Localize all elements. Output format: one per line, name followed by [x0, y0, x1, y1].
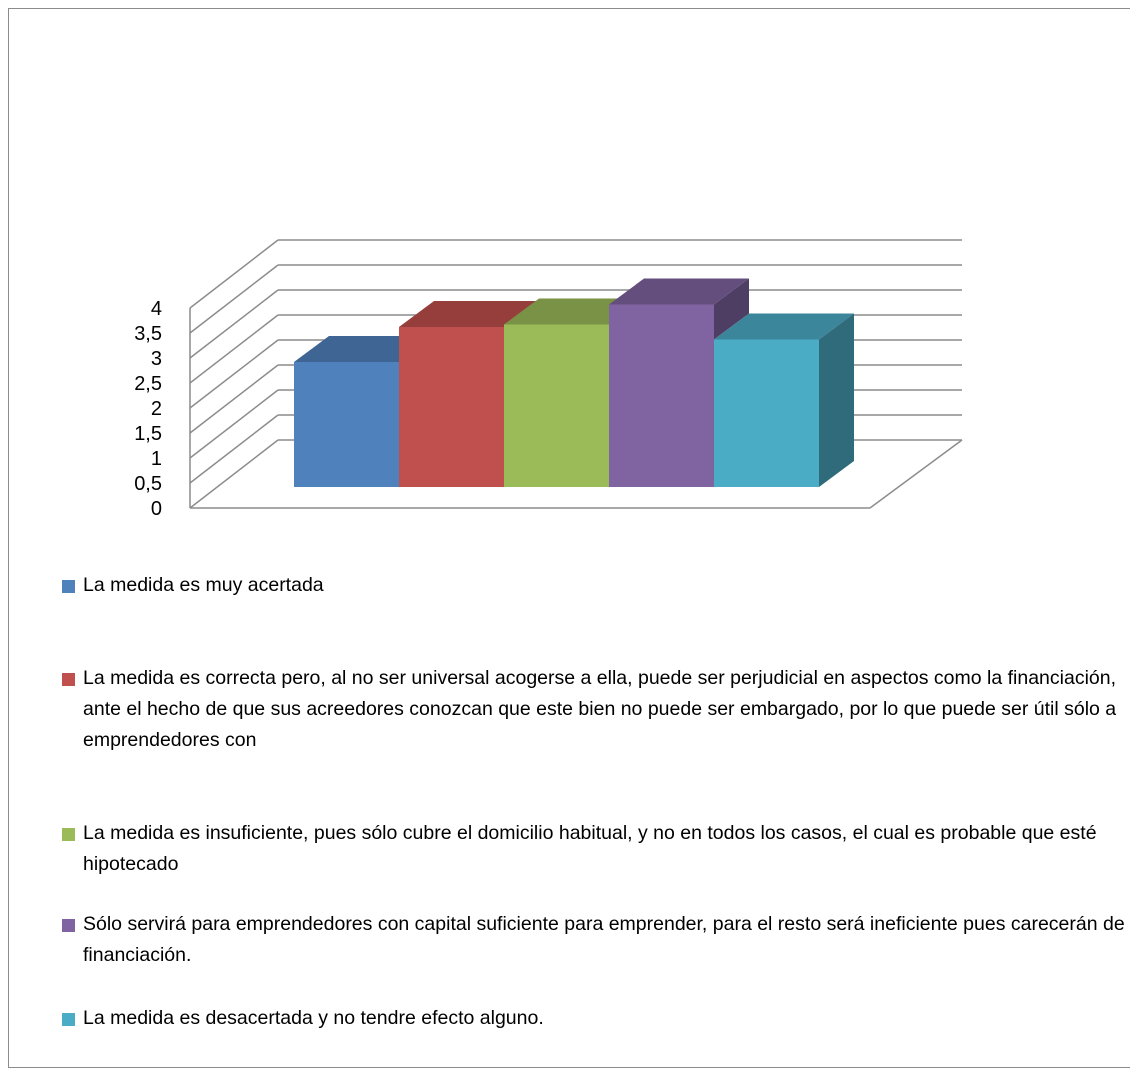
gridline-diagonal — [189, 264, 279, 334]
bar-front — [504, 324, 609, 487]
bar-top — [399, 301, 539, 327]
legend-swatch — [62, 1013, 75, 1026]
bar-top — [609, 278, 749, 305]
gridline-diagonal — [189, 414, 279, 484]
gridline-diagonal — [189, 364, 279, 434]
legend-label: La medida es correcta pero, al no ser un… — [83, 667, 1117, 751]
bar-side — [819, 313, 854, 487]
y-tick-label: 2,5 — [134, 373, 162, 395]
bar-front — [294, 362, 399, 487]
legend-swatch — [62, 673, 75, 686]
legend-swatch — [62, 919, 75, 932]
legend-swatch — [62, 580, 75, 593]
y-tick-label: 1 — [151, 448, 162, 470]
bar-front — [609, 304, 714, 487]
y-tick-label: 3 — [151, 348, 162, 370]
legend-item: La medida es correcta pero, al no ser un… — [62, 663, 1130, 756]
legend-item: La medida es insuficiente, pues sólo cub… — [62, 818, 1130, 880]
gridline-diagonal — [189, 389, 279, 459]
gridline-diagonal — [189, 314, 279, 384]
bar-side — [714, 278, 749, 340]
legend-label: La medida es insuficiente, pues sólo cub… — [83, 822, 1097, 875]
gridline-diagonal — [189, 289, 279, 359]
bar-front — [399, 327, 504, 487]
y-tick-label: 4 — [151, 298, 162, 320]
y-tick-label: 0,5 — [134, 473, 162, 495]
legend-item: La medida es muy acertada — [62, 570, 1130, 601]
bar-front — [714, 339, 819, 487]
legend-item: La medida es desacertada y no tendre efe… — [62, 1003, 1130, 1034]
bar-top — [714, 313, 854, 340]
y-tick-label: 0 — [151, 498, 162, 520]
legend-item: Sólo servirá para emprendedores con capi… — [62, 909, 1130, 971]
y-tick-label: 3,5 — [134, 323, 162, 345]
gridline-diagonal — [189, 339, 279, 409]
legend-label: La medida es desacertada y no tendre efe… — [83, 1007, 544, 1029]
y-tick-label: 2 — [151, 398, 162, 420]
legend-label: La medida es muy acertada — [83, 574, 324, 596]
floor-right-edge — [869, 439, 963, 509]
legend-swatch — [62, 828, 75, 841]
gridline-diagonal — [189, 239, 279, 309]
y-tick-label: 1,5 — [134, 423, 162, 445]
legend-label: Sólo servirá para emprendedores con capi… — [83, 913, 1125, 966]
gridline-diagonal — [189, 439, 279, 509]
chart-plot-area: 0 0,5 1 1,5 2 2,5 3 3,5 4 — [134, 239, 963, 520]
